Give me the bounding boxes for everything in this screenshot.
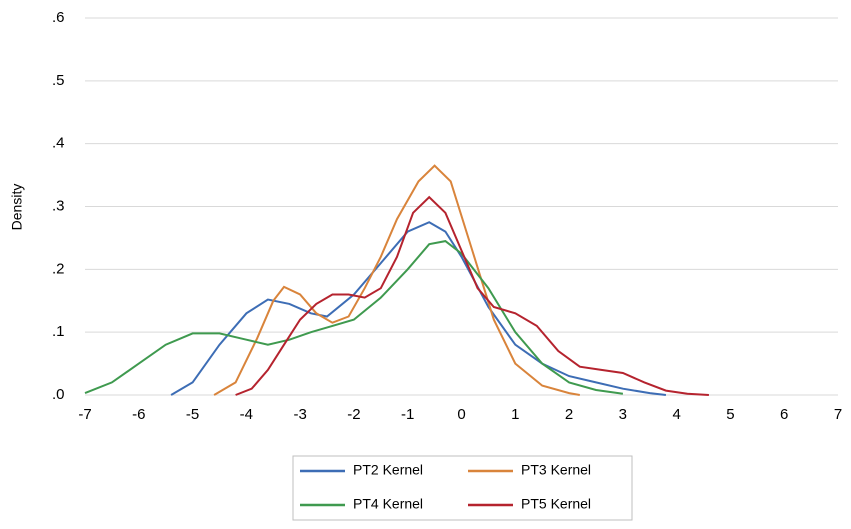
legend-label: PT2 Kernel bbox=[353, 462, 423, 478]
legend-label: PT4 Kernel bbox=[353, 496, 423, 512]
x-tick-label: 4 bbox=[672, 406, 680, 423]
x-tick-label: 1 bbox=[511, 406, 519, 423]
y-tick-label: .4 bbox=[52, 135, 65, 152]
x-tick-label: -7 bbox=[78, 406, 91, 423]
legend-box bbox=[292, 455, 633, 521]
x-tick-label: 3 bbox=[619, 406, 627, 423]
y-tick-label: .2 bbox=[52, 260, 65, 277]
y-tick-label: .5 bbox=[52, 72, 65, 89]
density-line bbox=[235, 195, 709, 396]
y-tick-label: .3 bbox=[52, 197, 65, 214]
y-axis-label: Density bbox=[9, 184, 25, 231]
x-tick-label: -2 bbox=[347, 406, 360, 423]
legend-label: PT5 Kernel bbox=[521, 496, 591, 512]
x-tick-label: 6 bbox=[780, 406, 788, 423]
x-tick-label: -3 bbox=[293, 406, 306, 423]
x-tick-label: 0 bbox=[457, 406, 465, 423]
density-line bbox=[213, 164, 580, 396]
x-tick-label: 7 bbox=[834, 406, 842, 423]
x-tick-label: -6 bbox=[132, 406, 145, 423]
density-line bbox=[170, 221, 667, 396]
y-tick-label: .0 bbox=[52, 386, 65, 403]
density-line bbox=[84, 240, 624, 395]
x-tick-label: -5 bbox=[186, 406, 199, 423]
y-tick-label: .6 bbox=[52, 9, 65, 26]
legend-label: PT3 Kernel bbox=[521, 462, 591, 478]
y-tick-label: .1 bbox=[52, 323, 65, 340]
x-tick-label: 2 bbox=[565, 406, 573, 423]
x-tick-label: -1 bbox=[401, 406, 414, 423]
x-tick-label: 5 bbox=[726, 406, 734, 423]
x-tick-label: -4 bbox=[240, 406, 253, 423]
